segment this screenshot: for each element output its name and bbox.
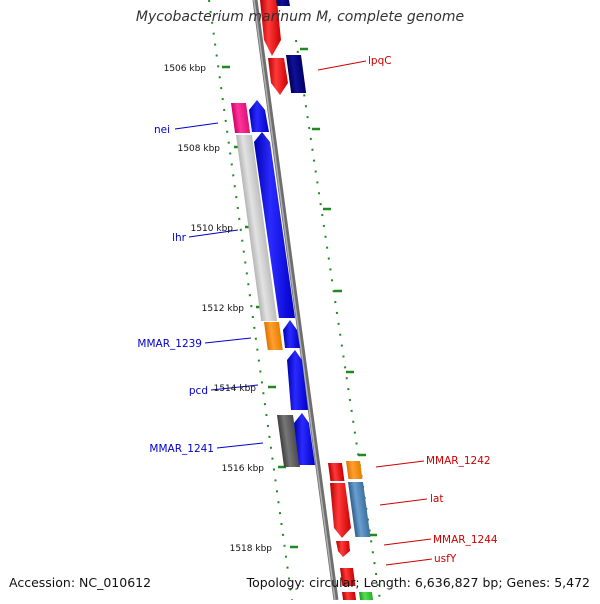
leader-MMAR_1242 — [375, 460, 425, 468]
kbp-label: 1516 kbp — [222, 464, 265, 474]
leader-nei — [174, 122, 219, 130]
gene-label-lpqC[interactable]: lpqC — [368, 55, 392, 67]
gene-red-1506[interactable] — [268, 58, 288, 95]
leader-pcd — [210, 384, 259, 391]
gene-MMAR_1242[interactable] — [346, 461, 363, 479]
gene-red-1516[interactable] — [328, 463, 345, 481]
gene-usfY[interactable] — [340, 568, 356, 586]
leader-lhr — [188, 229, 239, 238]
gene-green-bottom[interactable] — [359, 592, 374, 604]
gene-blue-1[interactable] — [249, 100, 269, 132]
kbp-label: 1508 kbp — [178, 144, 221, 154]
gene-label-pcd[interactable]: pcd — [189, 385, 208, 397]
page-title: Mycobacterium marinum M, complete genome — [135, 9, 465, 25]
gene-nei[interactable] — [231, 103, 251, 133]
tick-ring-left — [208, 0, 293, 601]
gene-features[interactable] — [231, 0, 374, 604]
gene-lpqC[interactable] — [286, 55, 307, 93]
gene-label-MMAR_1242[interactable]: MMAR_1242 — [426, 455, 491, 467]
kbp-label: 1512 kbp — [202, 304, 245, 314]
gene-MMAR_1244[interactable] — [336, 541, 350, 557]
leader-lat — [379, 498, 428, 506]
kbp-label: 1514 kbp — [214, 384, 257, 394]
leader-usfY — [385, 558, 433, 566]
leader-lpqC — [317, 60, 367, 71]
gene-label-lhr[interactable]: lhr — [172, 232, 187, 244]
accession-text: Accession: NC_010612 — [9, 575, 152, 590]
gene-MMAR_1241[interactable] — [277, 415, 301, 467]
leader-MMAR_1244 — [383, 538, 432, 546]
gene-label-usfY[interactable]: usfY — [434, 553, 457, 565]
gene-MMAR_1239[interactable] — [264, 322, 283, 350]
kbp-tick-marks — [222, 47, 377, 549]
gene-top-navy[interactable] — [276, 0, 290, 6]
gene-label-lat[interactable]: lat — [430, 493, 443, 505]
leader-MMAR_1241 — [216, 442, 264, 449]
gene-lhr[interactable] — [236, 135, 278, 321]
gene-label-nei[interactable]: nei — [154, 124, 170, 136]
gene-label-MMAR_1241[interactable]: MMAR_1241 — [149, 443, 214, 455]
kbp-label: 1510 kbp — [191, 224, 234, 234]
topology-text: Topology: circular; Length: 6,636,827 bp… — [246, 575, 590, 590]
gene-red-bottom[interactable] — [342, 592, 357, 604]
leader-MMAR_1239 — [204, 337, 252, 344]
gene-label-MMAR_1244[interactable]: MMAR_1244 — [433, 534, 498, 546]
gene-red-long[interactable] — [330, 483, 351, 538]
genome-backbone — [252, 0, 339, 601]
kbp-label: 1506 kbp — [164, 64, 207, 74]
label-leader-lines — [174, 60, 433, 566]
gene-lat[interactable] — [348, 482, 371, 537]
gene-blue-3[interactable] — [283, 320, 300, 348]
gene-blue-4[interactable] — [294, 413, 315, 465]
gene-top-red[interactable] — [260, 0, 281, 56]
kbp-label: 1518 kbp — [230, 544, 273, 554]
gene-label-MMAR_1239[interactable]: MMAR_1239 — [137, 338, 202, 350]
gene-blue-2[interactable] — [254, 132, 295, 318]
gene-pcd[interactable] — [287, 350, 308, 410]
